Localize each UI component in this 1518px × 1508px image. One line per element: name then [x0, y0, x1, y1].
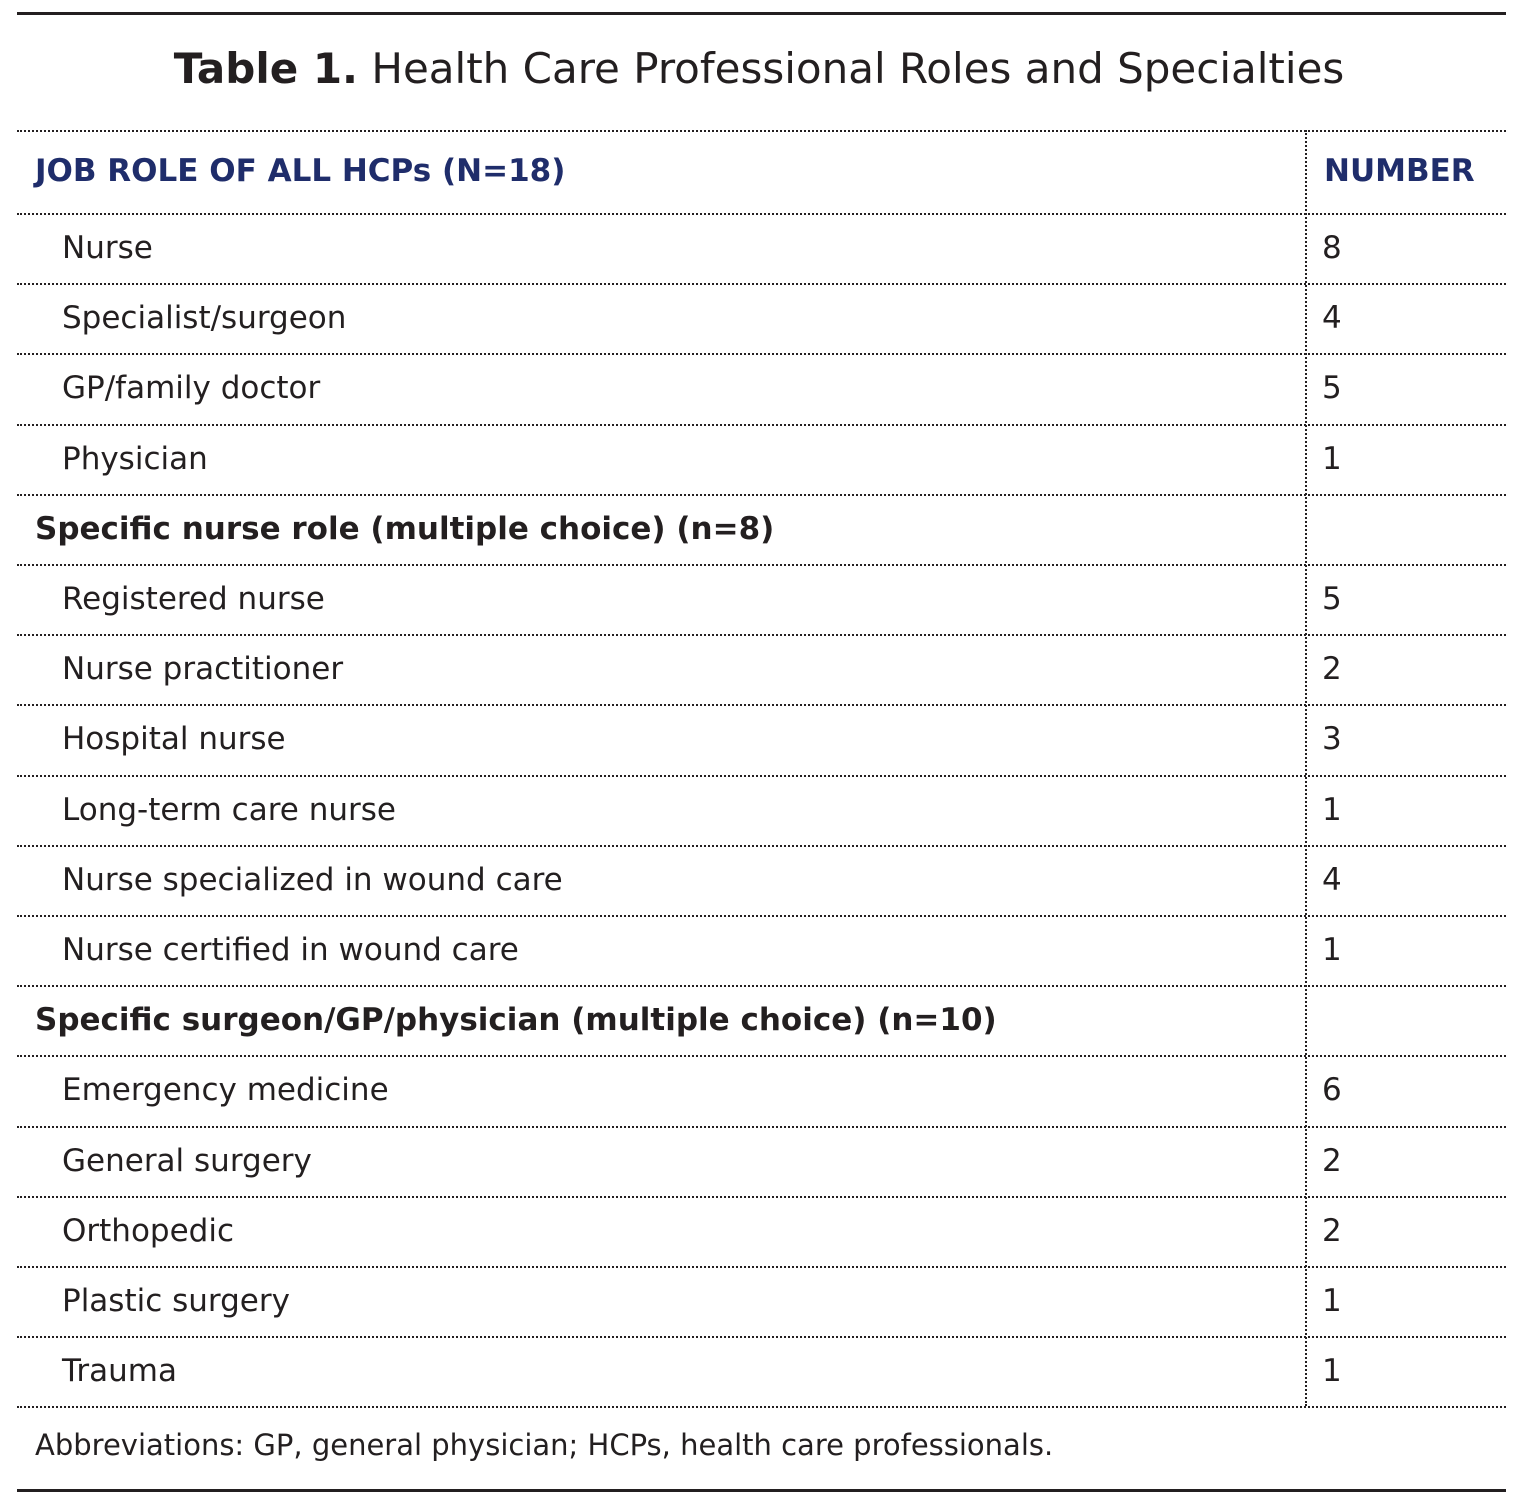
- row-number: 4: [1322, 300, 1342, 337]
- row-rule: [17, 283, 1506, 286]
- row-rule: [17, 844, 1506, 847]
- row-label: Nurse certified in wound care: [62, 932, 519, 968]
- header-cell: NUMBER: [1324, 153, 1475, 189]
- title-label: Table 1.: [173, 44, 359, 93]
- header-cell: JOB ROLE OF ALL HCPs (N=18): [35, 153, 566, 189]
- bottom-rule: [17, 1489, 1506, 1492]
- row-rule: [17, 493, 1506, 496]
- top-rule: [17, 12, 1506, 15]
- section-label: Specific surgeon/GP/physician (multiple …: [35, 1002, 997, 1039]
- row-label: Nurse specialized in wound care: [62, 861, 563, 898]
- row-number: 5: [1322, 370, 1342, 407]
- row-rule: [17, 1125, 1506, 1128]
- footnote: Abbreviations: GP, general physician; HC…: [35, 1428, 1054, 1462]
- row-rule: [17, 213, 1506, 215]
- row-rule: [17, 1336, 1506, 1339]
- row-label: Physician: [62, 440, 208, 477]
- row-label: Orthopedic: [62, 1212, 234, 1249]
- column-rule: [1305, 130, 1307, 1407]
- row-number: 1: [1322, 1353, 1342, 1390]
- row-number: 6: [1322, 1072, 1342, 1109]
- row-label: Long-term care nurse: [62, 791, 396, 828]
- row-number: 8: [1322, 230, 1342, 266]
- section-label: Specific nurse role (multiple choice) (n…: [35, 510, 775, 547]
- row-rule: [17, 1266, 1506, 1268]
- row-number: 2: [1322, 1142, 1342, 1179]
- row-rule: [17, 915, 1506, 917]
- row-label: Plastic surgery: [62, 1283, 290, 1319]
- row-rule: [17, 353, 1506, 356]
- row-number: 3: [1322, 721, 1342, 758]
- row-number: 2: [1322, 651, 1342, 688]
- row-label: Registered nurse: [62, 581, 325, 617]
- row-rule: [17, 985, 1506, 988]
- title-text: Health Care Professional Roles and Speci…: [371, 44, 1345, 93]
- row-label: Emergency medicine: [62, 1072, 389, 1109]
- row-rule: [17, 704, 1506, 707]
- row-rule: [17, 634, 1506, 637]
- row-number: 4: [1322, 861, 1342, 898]
- row-number: 2: [1322, 1212, 1342, 1249]
- row-label: Trauma: [62, 1353, 177, 1390]
- row-number: 1: [1322, 1283, 1342, 1319]
- row-number: 1: [1322, 791, 1342, 828]
- row-number: 1: [1322, 440, 1342, 477]
- row-rule: [17, 774, 1506, 777]
- row-rule: [17, 1055, 1506, 1058]
- row-number: 1: [1322, 932, 1342, 968]
- row-label: GP/family doctor: [62, 370, 321, 407]
- row-label: Specialist/surgeon: [62, 300, 347, 337]
- row-rule: [17, 423, 1506, 426]
- row-label: General surgery: [62, 1142, 312, 1179]
- row-label: Nurse practitioner: [62, 651, 344, 688]
- table-title: Table 1. Health Care Professional Roles …: [0, 44, 1518, 93]
- row-label: Nurse: [62, 230, 153, 266]
- row-rule: [17, 1406, 1506, 1409]
- row-number: 5: [1322, 581, 1342, 617]
- row-rule: [17, 130, 1506, 132]
- row-rule: [17, 1195, 1506, 1198]
- row-rule: [17, 564, 1506, 566]
- row-label: Hospital nurse: [62, 721, 286, 758]
